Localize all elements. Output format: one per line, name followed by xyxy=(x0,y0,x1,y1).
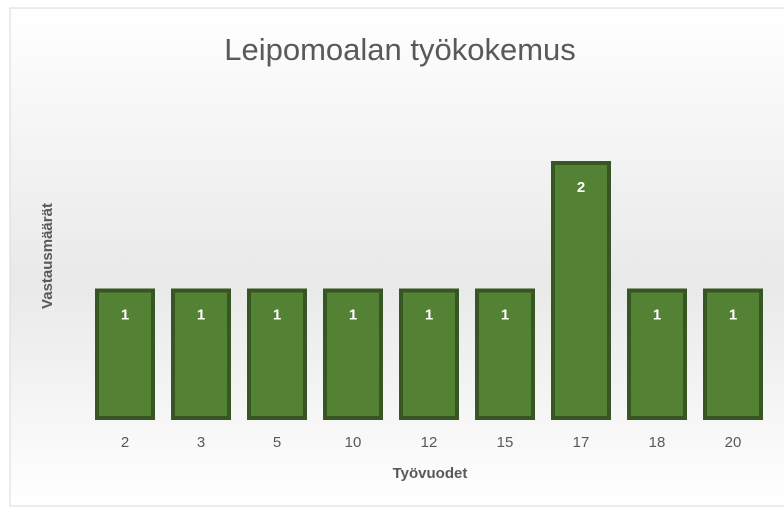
bar xyxy=(323,288,383,420)
x-tick-label: 12 xyxy=(421,434,438,451)
x-tick-label: 15 xyxy=(497,434,514,451)
data-label: 1 xyxy=(501,306,509,323)
bar xyxy=(551,161,611,420)
data-label: 1 xyxy=(197,306,205,323)
y-axis-title: Vastausmäärät xyxy=(39,203,56,309)
bar xyxy=(703,288,763,420)
x-tick-label: 18 xyxy=(649,434,666,451)
bar xyxy=(171,288,231,420)
data-label: 1 xyxy=(729,306,737,323)
bar xyxy=(95,288,155,420)
x-tick-label: 5 xyxy=(273,434,281,451)
bar xyxy=(475,288,535,420)
bar xyxy=(247,288,307,420)
x-tick-label: 3 xyxy=(197,434,205,451)
data-label: 1 xyxy=(653,306,661,323)
x-tick-label: 2 xyxy=(121,434,129,451)
data-label: 1 xyxy=(425,306,433,323)
x-axis-title: Työvuodet xyxy=(393,465,468,482)
bar xyxy=(627,288,687,420)
data-label: 1 xyxy=(349,306,357,323)
data-label: 2 xyxy=(577,179,585,196)
chart-title: Leipomoalan työkokemus xyxy=(224,32,576,67)
data-label: 1 xyxy=(273,306,281,323)
chart-area xyxy=(9,7,784,507)
x-tick-label: 20 xyxy=(725,434,742,451)
x-tick-label: 10 xyxy=(345,434,362,451)
bar xyxy=(399,288,459,420)
data-label: 1 xyxy=(121,306,129,323)
x-tick-label: 17 xyxy=(573,434,590,451)
